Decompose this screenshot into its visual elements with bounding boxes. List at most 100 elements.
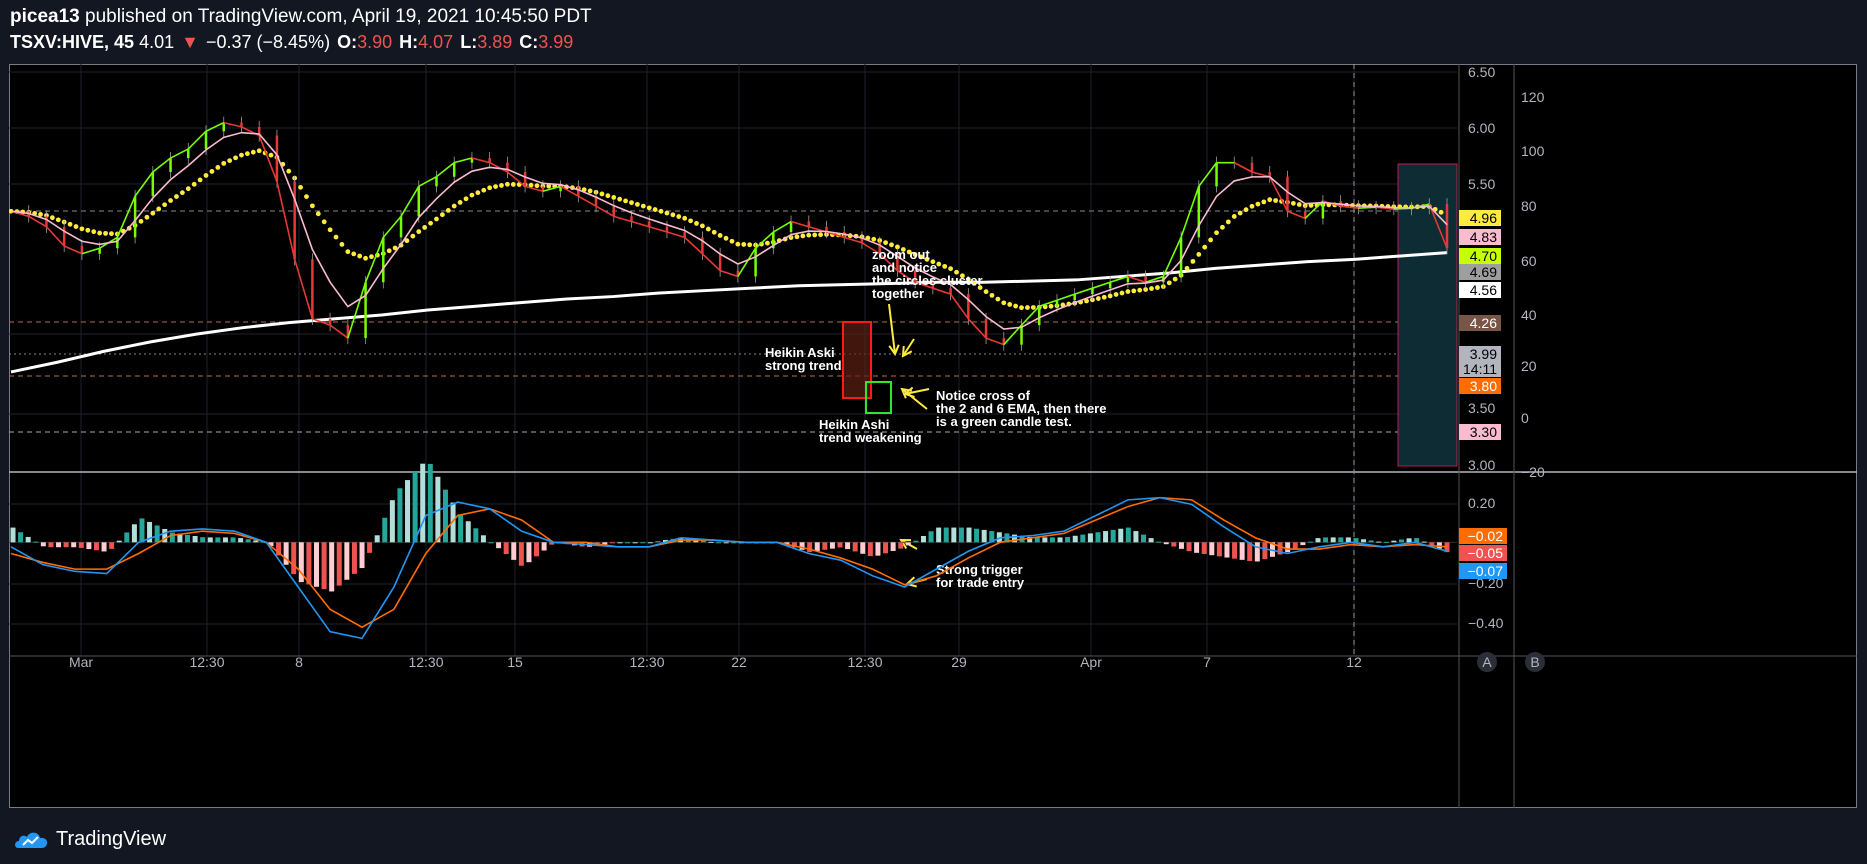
macd-histogram-bar <box>958 527 964 543</box>
slow-ema-dot <box>493 184 498 190</box>
fast-ema-segment <box>489 161 508 173</box>
macd-histogram-bar <box>541 542 547 551</box>
price-tag-label: 4.70 <box>1470 248 1497 264</box>
slow-ema-dot <box>735 241 741 247</box>
slow-ema-dot <box>315 211 321 217</box>
macd-histogram-bar <box>898 542 904 549</box>
macd-histogram-bar <box>890 542 896 551</box>
slow-ema-dot <box>924 256 930 262</box>
slow-ema-dot <box>109 231 114 237</box>
fast-ema-segment <box>45 226 65 247</box>
macd-histogram-bar <box>1383 541 1389 543</box>
macd-histogram-bar <box>412 471 418 543</box>
fast-ema-segment <box>1074 287 1093 295</box>
slow-ema-dot <box>635 201 640 207</box>
slow-ema-dot <box>215 165 221 170</box>
publish-info: picea13 published on TradingView.com, Ap… <box>10 6 592 28</box>
slow-ema-dot <box>1290 200 1296 206</box>
macd-histogram-bar <box>1338 537 1344 543</box>
slow-ema-dot <box>91 229 97 235</box>
slow-ema-dot <box>504 181 510 187</box>
annotation-text: zoom out <box>872 247 930 262</box>
macd-histogram-bar <box>860 542 866 554</box>
fast-ema-segment <box>844 236 863 244</box>
fast-ema-segment <box>949 293 969 320</box>
macd-histogram-bar <box>442 489 448 543</box>
fast-ema-segment <box>737 247 757 277</box>
slow-ema-dot <box>162 202 168 208</box>
tradingview-cloud-logo-icon[interactable] <box>14 828 50 850</box>
macd-histogram-bar <box>799 542 805 550</box>
macd-histogram-bar <box>920 535 926 543</box>
macd-histogram-bar <box>359 542 365 569</box>
slow-ema-dot <box>623 198 628 204</box>
scale-button-b[interactable]: B <box>1525 652 1545 672</box>
macd-histogram-bar <box>131 524 137 543</box>
slow-ema-dot <box>203 173 209 178</box>
slow-ema-dot <box>705 226 711 232</box>
fast-ema-segment <box>63 245 83 255</box>
slow-ema-dot <box>676 214 682 219</box>
macd-histogram-bar <box>617 542 623 544</box>
slow-ema-dot <box>439 212 445 218</box>
footer: TradingView <box>14 824 166 854</box>
close-label: C: <box>519 32 539 52</box>
slow-ema-dot <box>309 203 315 209</box>
macd-histogram-bar <box>943 527 949 543</box>
slow-ema-dot <box>895 244 900 250</box>
slow-ema-dot <box>960 273 965 279</box>
price-tag-label: 14:11 <box>1463 361 1497 377</box>
price-tag-box <box>1459 315 1501 331</box>
price-tick-label: 6.00 <box>1468 120 1495 136</box>
macd-histogram-bar <box>1194 542 1200 553</box>
symbol-legend: TSXV:HIVE, 45 4.01 ▼ −0.37 (−8.45%) O:3.… <box>10 32 575 53</box>
strong-trend-box <box>842 321 872 399</box>
circles-arrow-head <box>901 345 913 358</box>
slow-ema-dot <box>416 229 422 235</box>
secondary-tick-label: 60 <box>1521 253 1537 269</box>
macd-histogram-bar <box>109 542 115 549</box>
macd-histogram-bar <box>1080 534 1086 543</box>
slow-ema-dot <box>1231 214 1237 219</box>
slow-ema-dot <box>487 185 493 191</box>
slow-ema-dot <box>729 238 735 244</box>
slow-ema-dot <box>581 187 587 193</box>
price-tag-label: 4.26 <box>1470 315 1497 331</box>
fast-ema-segment <box>1251 171 1270 178</box>
macd-histogram-bar <box>344 542 350 580</box>
slow-ema-dot <box>1001 300 1007 306</box>
footer-brand[interactable]: TradingView <box>56 827 167 850</box>
slow-ema-dot <box>906 249 912 255</box>
fast-ema-segment <box>1127 275 1146 284</box>
macd-histogram-bar <box>867 542 873 557</box>
slow-ema-dot <box>233 155 238 161</box>
macd-histogram-bar <box>1285 542 1291 553</box>
macd-histogram-bar <box>291 542 297 575</box>
slow-ema-dot <box>197 177 203 183</box>
scale-button-a[interactable]: A <box>1477 652 1497 672</box>
macd-histogram-bar <box>1057 537 1063 543</box>
macd-histogram-bar <box>1315 538 1321 543</box>
macd-histogram-bar <box>480 535 486 543</box>
down-arrow-icon: ▼ <box>181 32 199 52</box>
fast-ema-segment <box>506 171 526 187</box>
slow-ema-dot <box>339 241 345 247</box>
price-tag: 3.99 <box>1459 346 1501 362</box>
trigger-arrow-top-head <box>899 538 912 550</box>
price-tag-label: 3.30 <box>1470 424 1497 440</box>
secondary-tick-label: 20 <box>1521 358 1537 374</box>
symbol-label[interactable]: TSXV:HIVE, 45 <box>10 32 135 52</box>
macd-histogram-bar <box>56 542 62 548</box>
author-name[interactable]: picea13 <box>10 6 80 27</box>
price-tag-label: 4.56 <box>1470 282 1497 298</box>
slow-ema-dot <box>534 183 540 189</box>
zoom-out-arrow <box>888 303 896 355</box>
slow-ema-dot <box>700 223 705 229</box>
macd-histogram-bar <box>1133 531 1139 543</box>
macd-histogram-bar <box>40 542 46 547</box>
slow-ema-dot <box>1155 285 1160 290</box>
slow-ema-dot <box>1095 296 1101 301</box>
slow-ema-dot <box>682 215 688 221</box>
secondary-tick-label: 100 <box>1521 143 1545 159</box>
